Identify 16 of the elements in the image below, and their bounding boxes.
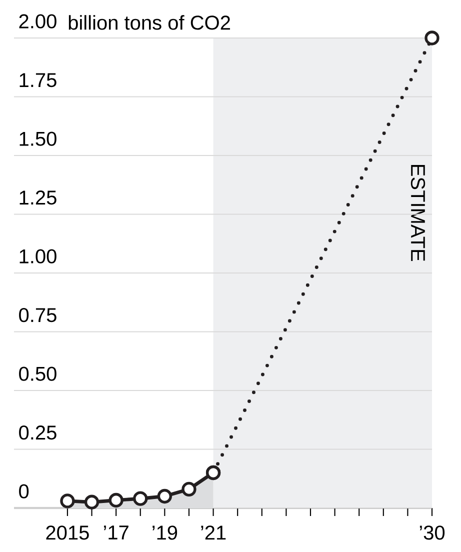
band-label: ESTIMATE (410, 164, 426, 262)
y-tick-label: 1.50 (20, 132, 56, 146)
x-tick-label: ’21 (201, 526, 226, 540)
y-tick-label: 0 (19, 484, 29, 498)
y-tick-label: 1.75 (20, 73, 56, 88)
chart-title: billion tons of CO2 (68, 15, 230, 30)
x-tick-label: ’17 (104, 526, 128, 540)
y-tick-label: 2.00 (19, 14, 56, 28)
y-tick-label: 0.25 (19, 425, 56, 440)
x-tick-label: ’19 (152, 526, 178, 540)
y-tick-label: 0.50 (19, 366, 56, 381)
y-tick-label: 1.00 (20, 249, 56, 264)
y-tick-label: 1.25 (20, 190, 56, 205)
x-tick-label: 2015 (46, 526, 89, 540)
y-tick-label: 0.75 (19, 308, 56, 322)
x-tick-label: ’30 (420, 526, 445, 540)
